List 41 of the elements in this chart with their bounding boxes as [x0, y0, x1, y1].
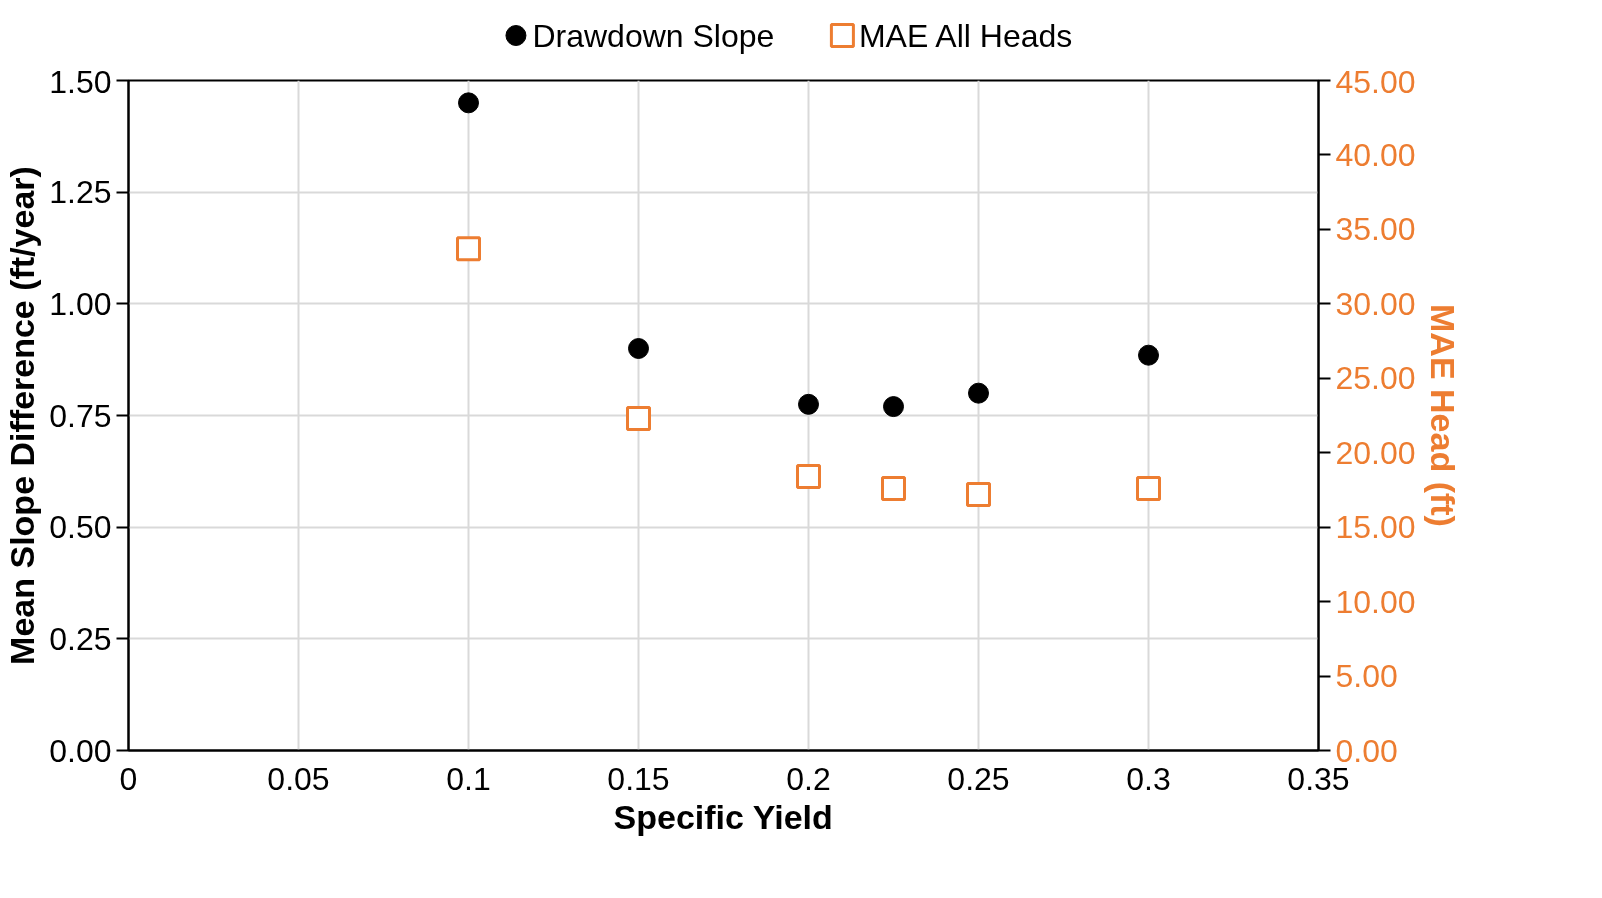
y2-tick-label: 20.00: [1335, 434, 1416, 471]
y2-tick-label: 5.00: [1335, 658, 1398, 695]
x-tick-label: 0.1: [446, 760, 491, 797]
y-axis-title: Mean Slope Difference (ft/year): [3, 166, 42, 665]
point: [1136, 475, 1161, 501]
legend-label: MAE All Heads: [858, 17, 1073, 54]
legend-label: Drawdown Slope: [532, 17, 775, 54]
point: [626, 405, 651, 431]
point: [456, 236, 481, 262]
point: [968, 382, 989, 404]
y-tick-label: 1.25: [49, 174, 112, 211]
point: [796, 464, 821, 490]
x-tick-label: 0.05: [267, 760, 330, 797]
x-tick-label: 0.15: [607, 760, 670, 797]
y-tick-label: 0.75: [49, 397, 112, 434]
y-tick-label: 0.25: [49, 620, 112, 657]
point: [458, 92, 479, 114]
y2-tick-label: 45.00: [1335, 63, 1416, 100]
y-tick-label: 0.00: [49, 732, 112, 769]
y2-tick-label: 35.00: [1335, 211, 1416, 248]
point: [966, 481, 991, 507]
point: [628, 338, 649, 359]
y-tick-label: 1.00: [49, 285, 112, 322]
point: [883, 396, 904, 418]
x-tick-label: 0.25: [947, 760, 1010, 797]
y2-tick-label: 15.00: [1335, 509, 1416, 546]
y2-tick-label: 10.00: [1335, 583, 1416, 620]
x-tick-label: 0: [119, 760, 138, 797]
x-tick-label: 0.2: [786, 760, 831, 797]
y2-axis-title: MAE Head (ft): [1423, 304, 1462, 527]
y-tick-label: 0.50: [49, 509, 112, 546]
point: [798, 393, 819, 415]
y2-tick-label: 40.00: [1335, 136, 1416, 173]
x-tick-label: 0.3: [1126, 760, 1171, 797]
point: [881, 475, 906, 501]
point: [1138, 344, 1159, 366]
y2-tick-label: 0.00: [1335, 732, 1398, 769]
y2-tick-label: 25.00: [1335, 360, 1416, 397]
x-axis-title: Specific Yield: [613, 797, 833, 836]
y-tick-label: 1.50: [49, 63, 112, 100]
y2-tick-label: 30.00: [1335, 285, 1416, 322]
